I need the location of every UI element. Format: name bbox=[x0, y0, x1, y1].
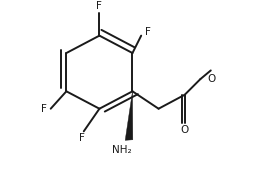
Text: O: O bbox=[181, 125, 189, 135]
Text: F: F bbox=[41, 104, 47, 114]
Text: O: O bbox=[207, 74, 215, 84]
Text: NH₂: NH₂ bbox=[112, 145, 132, 155]
Polygon shape bbox=[125, 91, 133, 140]
Text: F: F bbox=[79, 133, 85, 143]
Text: F: F bbox=[145, 27, 151, 37]
Text: F: F bbox=[96, 1, 102, 11]
